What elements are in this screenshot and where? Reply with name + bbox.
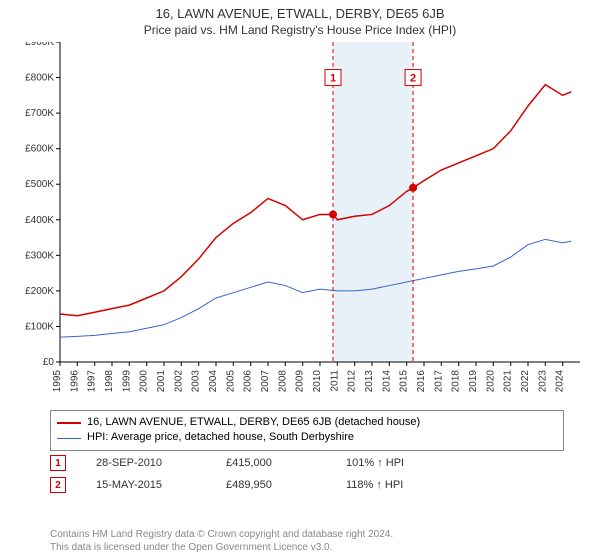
- footer-attribution: Contains HM Land Registry data © Crown c…: [50, 528, 393, 554]
- sale-marker-2: 2: [50, 477, 66, 493]
- sale-price: £489,950: [226, 479, 316, 491]
- svg-text:2022: 2022: [520, 370, 531, 393]
- svg-text:2: 2: [410, 73, 416, 85]
- svg-text:2003: 2003: [191, 370, 202, 393]
- svg-text:1997: 1997: [87, 370, 98, 393]
- svg-text:£400K: £400K: [25, 215, 54, 226]
- sale-pct: 101% ↑ HPI: [346, 457, 446, 469]
- page-title: 16, LAWN AVENUE, ETWALL, DERBY, DE65 6JB: [0, 0, 600, 21]
- sales-table: 1 28-SEP-2010 £415,000 101% ↑ HPI 2 15-M…: [50, 452, 446, 496]
- svg-text:2002: 2002: [173, 370, 184, 393]
- svg-text:2006: 2006: [243, 370, 254, 393]
- svg-text:£200K: £200K: [25, 286, 54, 297]
- svg-text:2020: 2020: [485, 370, 496, 393]
- svg-text:2009: 2009: [295, 370, 306, 393]
- legend-item-property: 16, LAWN AVENUE, ETWALL, DERBY, DE65 6JB…: [57, 415, 557, 430]
- sale-row: 2 15-MAY-2015 £489,950 118% ↑ HPI: [50, 474, 446, 496]
- svg-text:£800K: £800K: [25, 73, 54, 84]
- svg-text:1996: 1996: [69, 370, 80, 393]
- svg-text:£100K: £100K: [25, 321, 54, 332]
- footer-line: Contains HM Land Registry data © Crown c…: [50, 528, 393, 541]
- svg-text:£0: £0: [43, 357, 55, 368]
- svg-text:£700K: £700K: [25, 108, 54, 119]
- svg-text:2012: 2012: [347, 370, 358, 393]
- svg-text:2000: 2000: [139, 370, 150, 393]
- svg-text:2007: 2007: [260, 370, 271, 393]
- svg-text:1: 1: [330, 73, 336, 85]
- svg-text:£300K: £300K: [25, 250, 54, 261]
- svg-text:2014: 2014: [381, 370, 392, 393]
- sale-price: £415,000: [226, 457, 316, 469]
- svg-text:2013: 2013: [364, 370, 375, 393]
- svg-text:£500K: £500K: [25, 179, 54, 190]
- legend-swatch: [57, 438, 81, 439]
- svg-text:2010: 2010: [312, 370, 323, 393]
- svg-text:2018: 2018: [451, 370, 462, 393]
- footer-line: This data is licensed under the Open Gov…: [50, 541, 393, 554]
- sale-pct: 118% ↑ HPI: [346, 479, 446, 491]
- sale-marker-1: 1: [50, 455, 66, 471]
- svg-text:2017: 2017: [433, 370, 444, 393]
- svg-text:2024: 2024: [555, 370, 566, 393]
- legend-label: 16, LAWN AVENUE, ETWALL, DERBY, DE65 6JB…: [87, 415, 420, 430]
- sale-row: 1 28-SEP-2010 £415,000 101% ↑ HPI: [50, 452, 446, 474]
- page-subtitle: Price paid vs. HM Land Registry's House …: [0, 21, 600, 41]
- sale-date: 15-MAY-2015: [96, 479, 196, 491]
- svg-text:1999: 1999: [121, 370, 132, 393]
- svg-text:2008: 2008: [277, 370, 288, 393]
- svg-text:2005: 2005: [225, 370, 236, 393]
- svg-text:2016: 2016: [416, 370, 427, 393]
- legend-label: HPI: Average price, detached house, Sout…: [87, 430, 354, 445]
- svg-text:1998: 1998: [104, 370, 115, 393]
- chart-legend: 16, LAWN AVENUE, ETWALL, DERBY, DE65 6JB…: [50, 410, 564, 451]
- svg-text:2019: 2019: [468, 370, 479, 393]
- legend-item-hpi: HPI: Average price, detached house, Sout…: [57, 430, 557, 445]
- svg-text:2001: 2001: [156, 370, 167, 393]
- sale-date: 28-SEP-2010: [96, 457, 196, 469]
- svg-text:2011: 2011: [329, 370, 340, 392]
- legend-swatch: [57, 422, 81, 424]
- svg-text:£600K: £600K: [25, 144, 54, 155]
- svg-text:£900K: £900K: [25, 42, 54, 48]
- svg-text:2023: 2023: [537, 370, 548, 393]
- price-chart: £0 £100K £200K £300K £400K £500K £600K £700K £80…: [10, 42, 590, 402]
- svg-text:1995: 1995: [52, 370, 63, 393]
- svg-text:2004: 2004: [208, 370, 219, 393]
- svg-text:2021: 2021: [503, 370, 514, 393]
- svg-text:2015: 2015: [399, 370, 410, 393]
